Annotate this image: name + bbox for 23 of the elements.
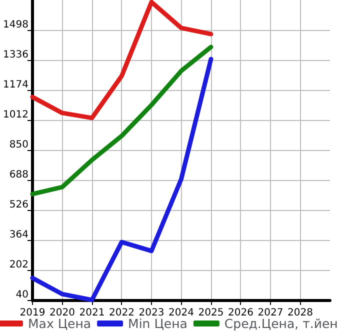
x-tick-label: 2021 bbox=[79, 308, 105, 318]
y-tick-label: 1012 bbox=[2, 110, 28, 120]
x-tick-label: 2025 bbox=[198, 308, 224, 318]
y-tick-label: 688 bbox=[9, 170, 28, 180]
y-tick-label: 1336 bbox=[2, 50, 28, 60]
y-tick-label: 1498 bbox=[2, 20, 28, 30]
legend-label: Min Цена bbox=[128, 316, 188, 331]
x-tick-label: 2024 bbox=[168, 308, 194, 318]
legend-label: Сред.Цена, т.йен bbox=[224, 316, 338, 331]
y-tick-label: 850 bbox=[9, 140, 28, 150]
y-tick-label: 202 bbox=[9, 260, 28, 270]
y-tick-label: 526 bbox=[9, 200, 28, 210]
legend-label: Max Цена bbox=[28, 316, 92, 331]
y-tick-label: 40 bbox=[16, 290, 28, 300]
x-tick-label: 2019 bbox=[20, 308, 46, 318]
x-tick-label: 2023 bbox=[138, 308, 164, 318]
x-tick-label: 2028 bbox=[288, 308, 313, 318]
y-tick-label: 364 bbox=[9, 230, 28, 240]
y-tick-label: 1174 bbox=[2, 80, 28, 90]
x-tick-label: 2022 bbox=[108, 308, 134, 318]
x-tick-label: 2026 bbox=[228, 308, 254, 318]
x-tick-label: 2020 bbox=[49, 308, 75, 318]
x-tick-label: 2027 bbox=[258, 308, 284, 318]
